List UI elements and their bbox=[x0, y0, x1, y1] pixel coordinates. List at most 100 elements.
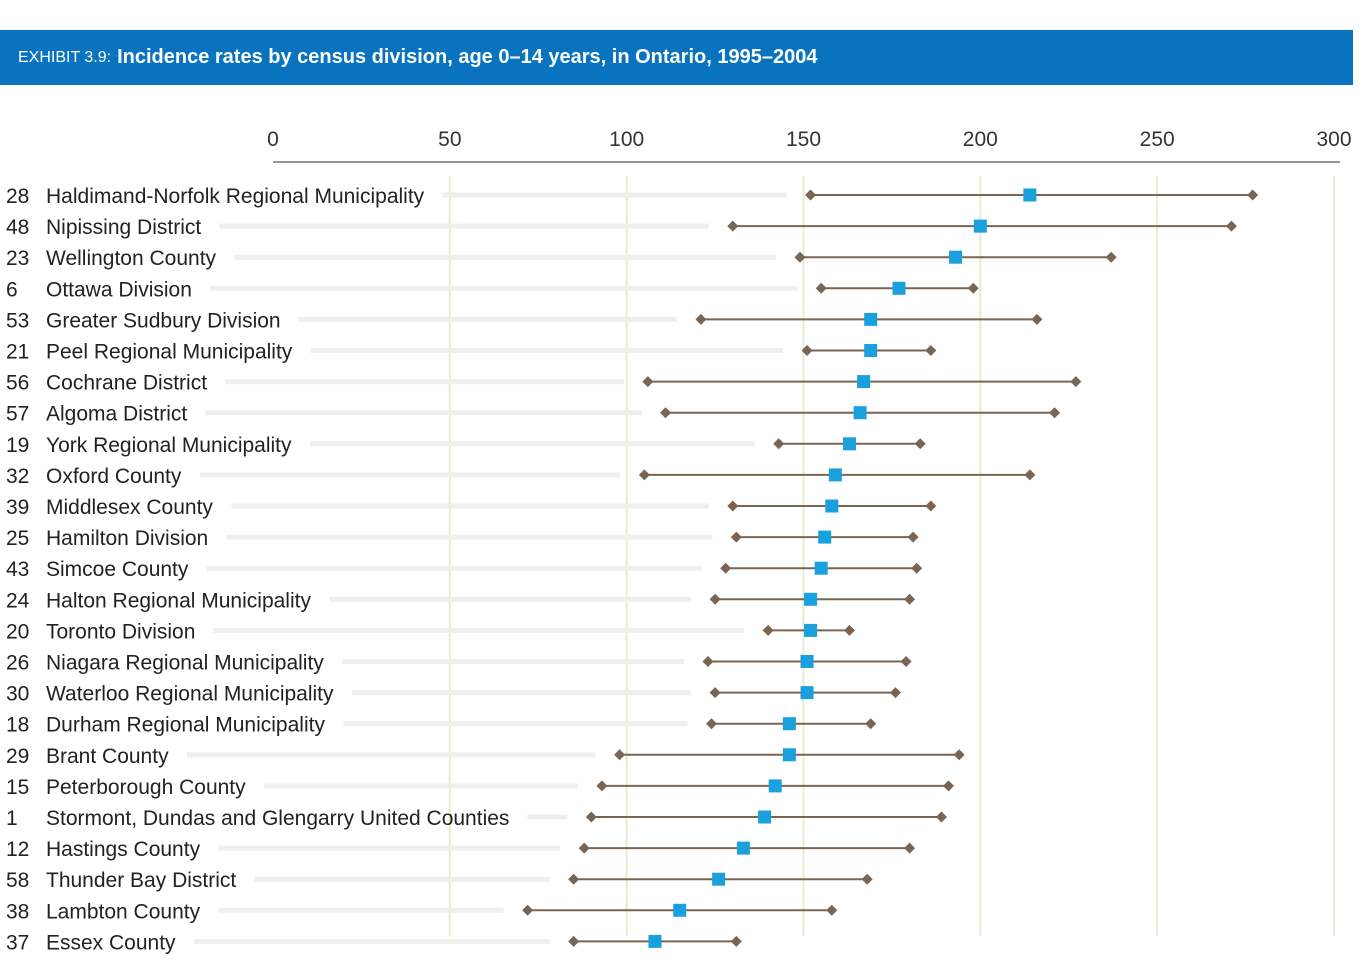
interval-high-marker bbox=[900, 656, 912, 667]
row-label: Peterborough County bbox=[46, 776, 246, 799]
row-label: Oxford County bbox=[46, 465, 182, 488]
interval-low-marker bbox=[596, 780, 608, 792]
row-label: Hamilton Division bbox=[46, 527, 208, 550]
x-tick-label: 50 bbox=[438, 128, 461, 151]
interval-high-marker bbox=[925, 500, 937, 512]
interval-high-marker bbox=[904, 593, 916, 605]
interval-low-marker bbox=[578, 842, 590, 854]
estimate-marker bbox=[673, 903, 687, 917]
row-label: Hastings County bbox=[46, 838, 201, 861]
chart-title: Incidence rates by census division, age … bbox=[117, 46, 818, 68]
row-id: 32 bbox=[6, 465, 29, 488]
estimate-marker bbox=[973, 219, 987, 233]
interval-low-marker bbox=[794, 251, 806, 263]
interval-high-marker bbox=[1225, 220, 1237, 232]
row-label: Durham Regional Municipality bbox=[46, 714, 325, 737]
x-tick-label: 0 bbox=[267, 128, 279, 151]
estimate-marker bbox=[828, 468, 842, 482]
estimate-marker bbox=[1023, 188, 1037, 202]
row-label: Greater Sudbury Division bbox=[46, 309, 281, 332]
interval-high-marker bbox=[914, 438, 926, 450]
interval-high-marker bbox=[865, 718, 877, 730]
estimate-marker bbox=[782, 717, 796, 731]
interval-low-marker bbox=[695, 313, 707, 325]
interval-low-marker bbox=[805, 189, 817, 201]
row-label: York Regional Municipality bbox=[46, 434, 292, 457]
row-label: Cochrane District bbox=[46, 372, 207, 395]
estimate-marker bbox=[782, 748, 796, 762]
row-id: 18 bbox=[6, 714, 29, 737]
row-id: 19 bbox=[6, 434, 29, 457]
estimate-marker bbox=[712, 872, 726, 886]
interval-high-marker bbox=[730, 935, 742, 947]
row-label: Middlesex County bbox=[46, 496, 213, 519]
estimate-marker bbox=[804, 592, 818, 606]
estimate-marker bbox=[736, 841, 750, 855]
row-label: Waterloo Regional Municipality bbox=[46, 683, 334, 706]
interval-low-marker bbox=[568, 873, 580, 885]
title-banner: EXHIBIT 3.9: Incidence rates by census d… bbox=[0, 30, 1353, 85]
interval-high-marker bbox=[861, 873, 873, 885]
row-label: Brant County bbox=[46, 745, 169, 768]
interval-high-marker bbox=[843, 624, 855, 636]
estimate-marker bbox=[825, 499, 839, 513]
row-label: Ottawa Division bbox=[46, 278, 192, 301]
row-label: Simcoe County bbox=[46, 558, 189, 581]
interval-high-marker bbox=[967, 282, 979, 294]
interval-high-marker bbox=[911, 562, 923, 574]
row-label: Peel Regional Municipality bbox=[46, 341, 293, 364]
estimate-marker bbox=[648, 934, 662, 948]
interval-high-marker bbox=[953, 749, 965, 761]
interval-high-marker bbox=[1247, 189, 1259, 201]
interval-high-marker bbox=[889, 687, 901, 699]
interval-high-marker bbox=[1049, 407, 1061, 419]
interval-high-marker bbox=[935, 811, 947, 823]
row-label: Halton Regional Municipality bbox=[46, 589, 311, 612]
interval-high-marker bbox=[943, 780, 955, 792]
estimate-marker bbox=[864, 344, 878, 357]
interval-low-marker bbox=[614, 749, 626, 761]
estimate-marker bbox=[864, 312, 878, 326]
row-id: 58 bbox=[6, 869, 29, 892]
interval-high-marker bbox=[907, 531, 919, 543]
interval-high-marker bbox=[1031, 313, 1043, 325]
row-label: Essex County bbox=[46, 931, 176, 954]
row-id: 1 bbox=[6, 807, 18, 830]
x-tick-label: 200 bbox=[963, 128, 998, 151]
interval-low-marker bbox=[585, 811, 597, 823]
interval-low-marker bbox=[638, 469, 650, 481]
row-id: 21 bbox=[6, 341, 29, 364]
row-label: Haldimand-Norfolk Regional Municipality bbox=[46, 185, 425, 208]
estimate-marker bbox=[853, 406, 867, 420]
x-tick-label: 250 bbox=[1140, 128, 1175, 151]
x-tick-label: 100 bbox=[609, 128, 644, 151]
interval-high-marker bbox=[925, 345, 937, 356]
interval-low-marker bbox=[702, 656, 714, 667]
interval-low-marker bbox=[727, 220, 739, 232]
estimate-marker bbox=[804, 623, 818, 637]
row-id: 30 bbox=[6, 683, 29, 706]
interval-high-marker bbox=[1024, 469, 1036, 481]
interval-low-marker bbox=[709, 593, 721, 605]
x-tick-label: 300 bbox=[1316, 128, 1351, 151]
row-label: Algoma District bbox=[46, 403, 187, 426]
x-tick-label: 150 bbox=[786, 128, 821, 151]
row-id: 24 bbox=[6, 589, 30, 612]
row-label: Lambton County bbox=[46, 900, 201, 923]
interval-low-marker bbox=[727, 500, 739, 512]
row-id: 15 bbox=[6, 776, 29, 799]
interval-high-marker bbox=[826, 904, 838, 916]
interval-low-marker bbox=[660, 407, 672, 419]
row-id: 6 bbox=[6, 278, 18, 301]
row-id: 39 bbox=[6, 496, 29, 519]
row-id: 38 bbox=[6, 900, 29, 923]
row-label: Stormont, Dundas and Glengarry United Co… bbox=[46, 807, 509, 830]
row-label: Nipissing District bbox=[46, 216, 201, 239]
row-id: 23 bbox=[6, 247, 29, 270]
interval-low-marker bbox=[815, 282, 827, 294]
row-id: 56 bbox=[6, 372, 29, 395]
estimate-marker bbox=[857, 375, 871, 389]
row-id: 43 bbox=[6, 558, 29, 581]
interval-high-marker bbox=[1070, 376, 1082, 388]
